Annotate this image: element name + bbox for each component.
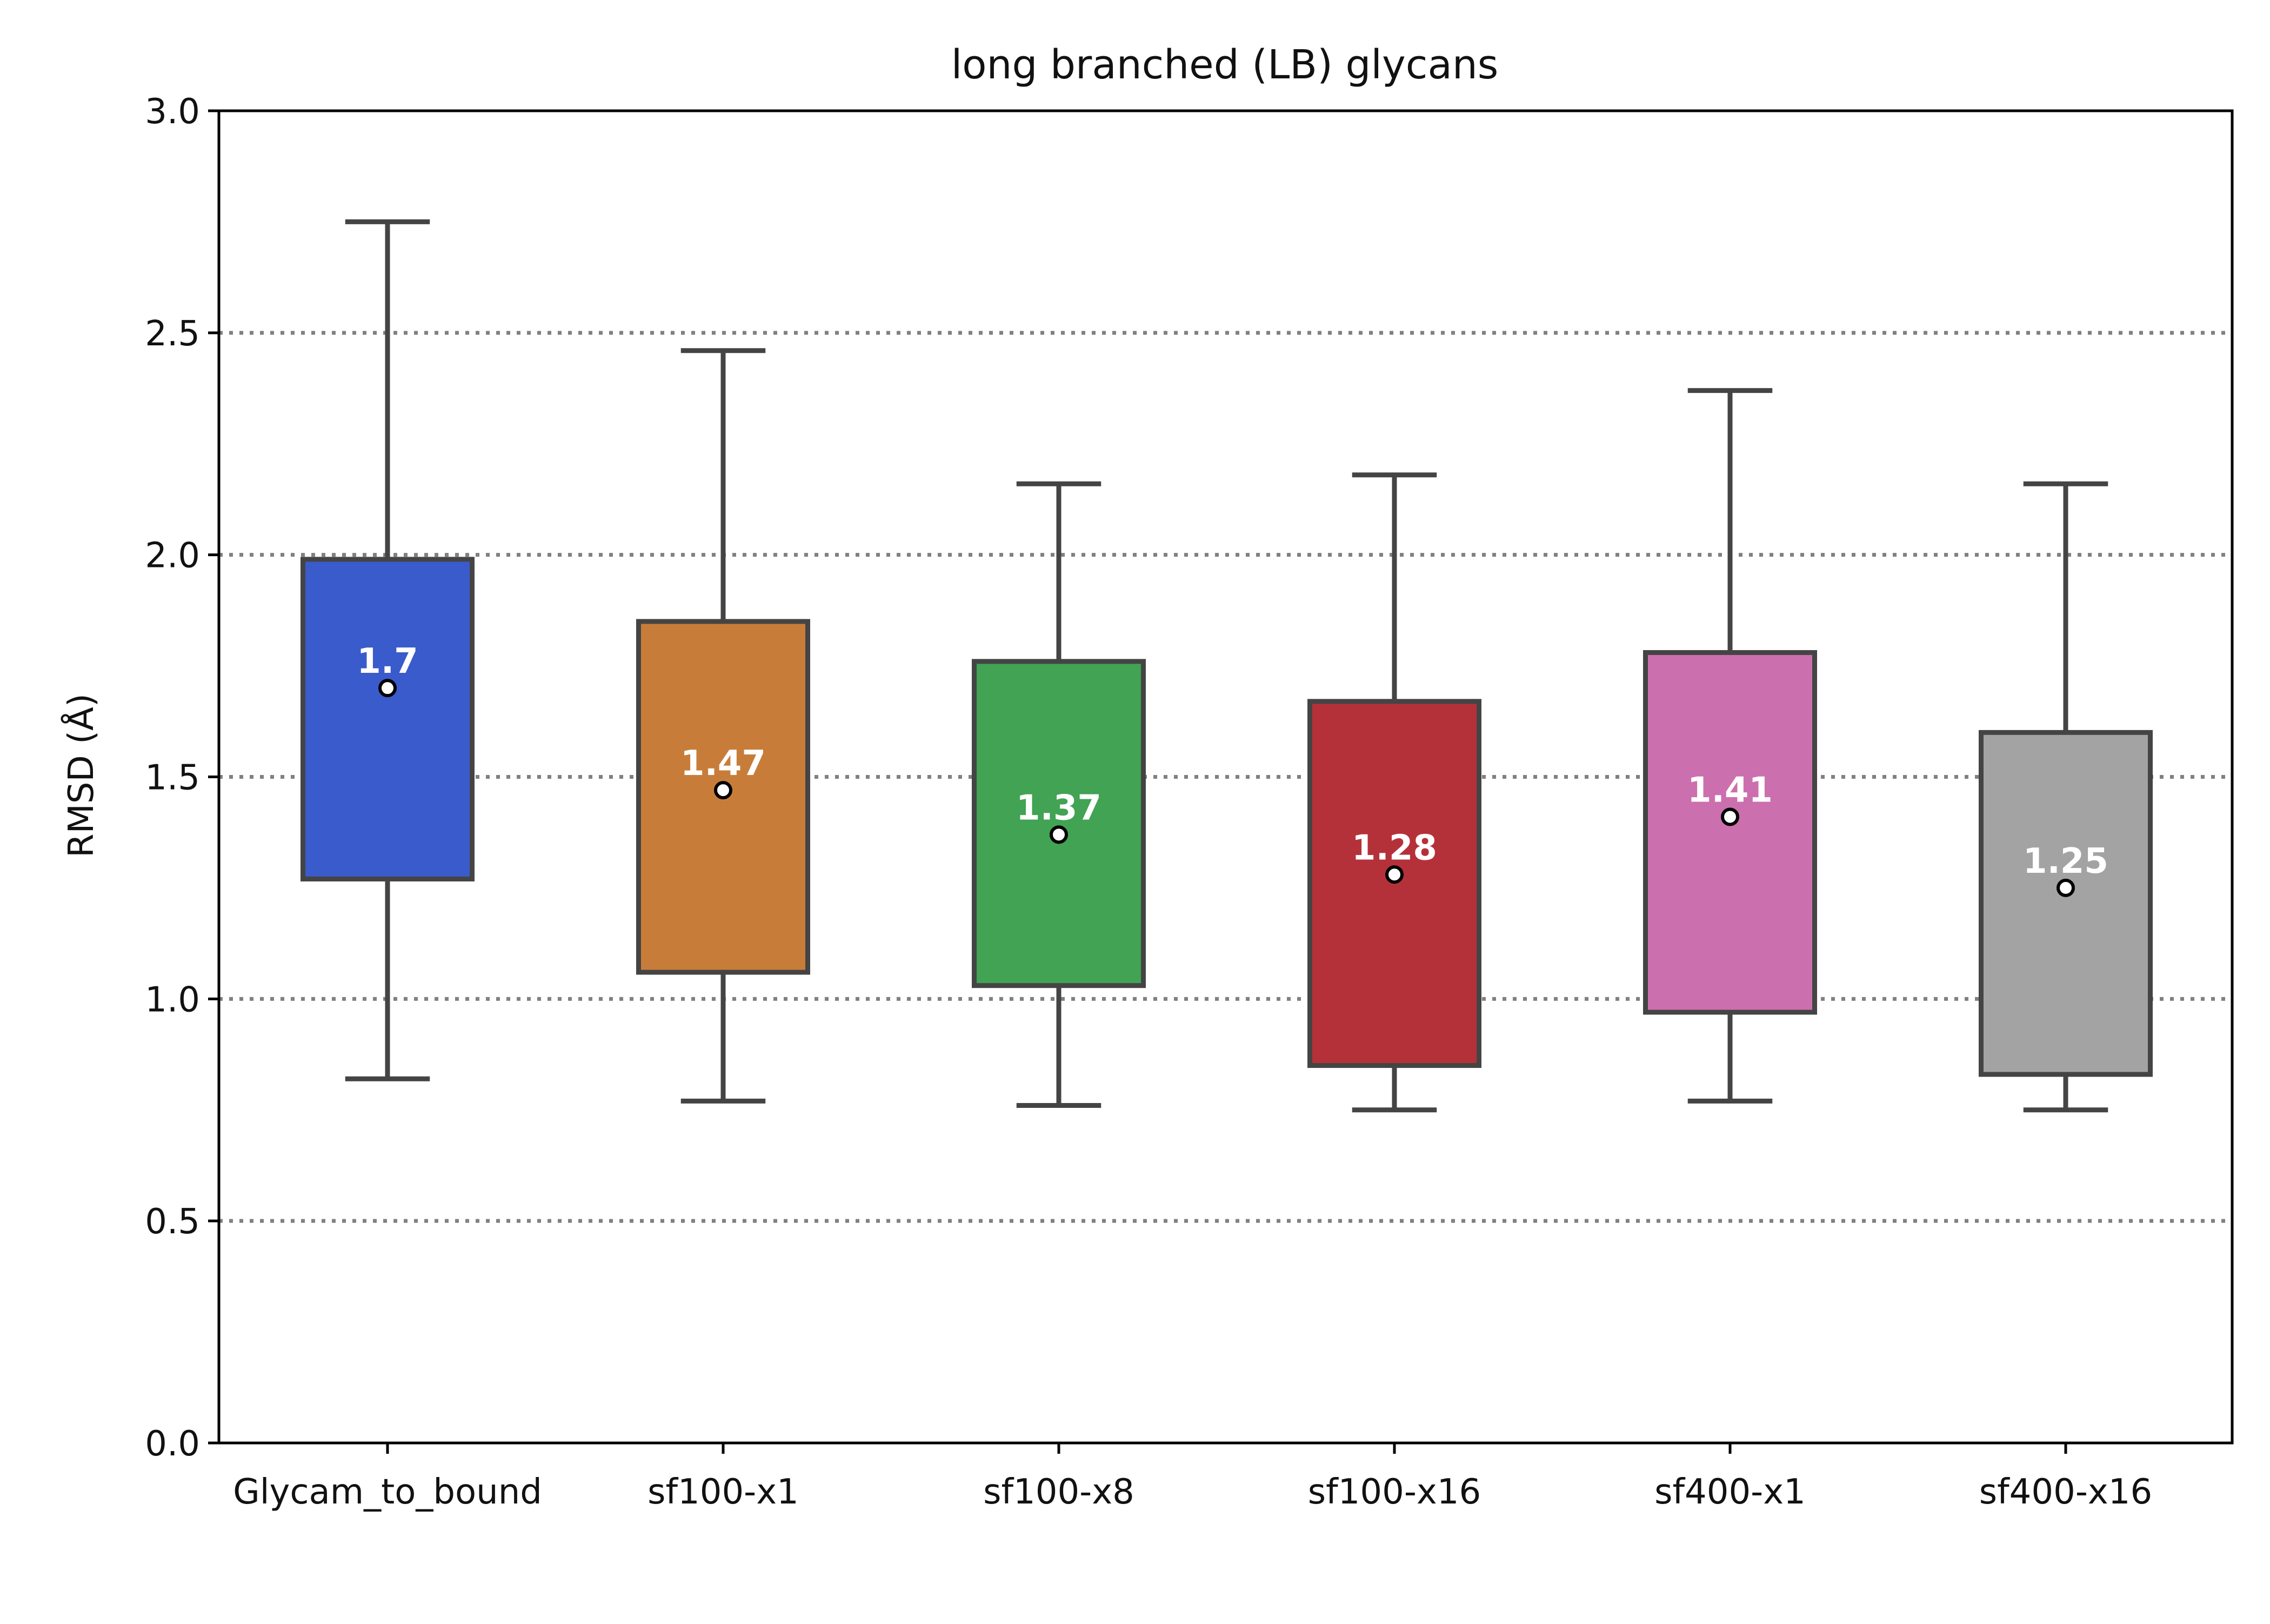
mean-labels: 1.7 1.47 1.37 1.28 1.41 1.25 — [357, 641, 2108, 881]
y-axis-label: RMSD (Å) — [61, 693, 102, 858]
box-3 — [1307, 472, 1481, 1113]
chart-title: long branched (LB) glycans — [951, 42, 1499, 88]
x-tick-label: sf400-x16 — [1979, 1472, 2152, 1512]
y-tick-label: 0.5 — [145, 1202, 200, 1242]
y-tick-label: 2.5 — [145, 314, 200, 354]
y-tick-label: 1.5 — [145, 758, 200, 798]
iqr-box — [301, 557, 475, 881]
box-1 — [636, 348, 810, 1104]
iqr-box — [1979, 730, 2153, 1077]
mean-label: 1.25 — [2023, 841, 2108, 881]
mean-label: 1.28 — [1352, 828, 1437, 868]
mean-marker — [1385, 865, 1404, 884]
x-tick-label: sf100-x1 — [647, 1472, 799, 1512]
box-4 — [1643, 388, 1817, 1104]
mean-marker — [1721, 807, 1739, 826]
mean-marker — [1050, 825, 1068, 844]
x-tick-label: Glycam_to_bound — [233, 1472, 542, 1512]
iqr-box — [972, 659, 1146, 988]
box-5 — [1979, 481, 2153, 1113]
y-tick-label: 0.0 — [145, 1424, 200, 1464]
grid-lines — [219, 331, 2232, 1223]
mean-label: 1.41 — [1687, 770, 1773, 810]
iqr-box — [1307, 699, 1481, 1068]
iqr-box — [1643, 650, 1817, 1015]
mean-label: 1.37 — [1016, 788, 1101, 828]
box-0 — [301, 219, 475, 1081]
mean-label: 1.7 — [357, 641, 418, 681]
x-tick-label: sf100-x16 — [1308, 1472, 1481, 1512]
y-tick-label: 1.0 — [145, 980, 200, 1020]
y-tick-label: 3.0 — [145, 92, 200, 132]
mean-marker — [714, 781, 732, 800]
y-axis-ticks: 0.0 0.5 1.0 1.5 2.0 2.5 3.0 — [145, 92, 219, 1464]
box-2 — [972, 481, 1146, 1108]
mean-marker — [378, 679, 397, 698]
y-tick-label: 2.0 — [145, 536, 200, 576]
x-tick-label: sf100-x8 — [983, 1472, 1134, 1512]
mean-label: 1.47 — [680, 744, 766, 784]
x-axis-ticks: Glycam_to_bound sf100-x1 sf100-x8 sf100-x16… — [233, 1443, 2152, 1512]
boxes — [301, 219, 2153, 1113]
x-tick-label: sf400-x1 — [1654, 1472, 1806, 1512]
mean-marker — [2057, 878, 2075, 897]
